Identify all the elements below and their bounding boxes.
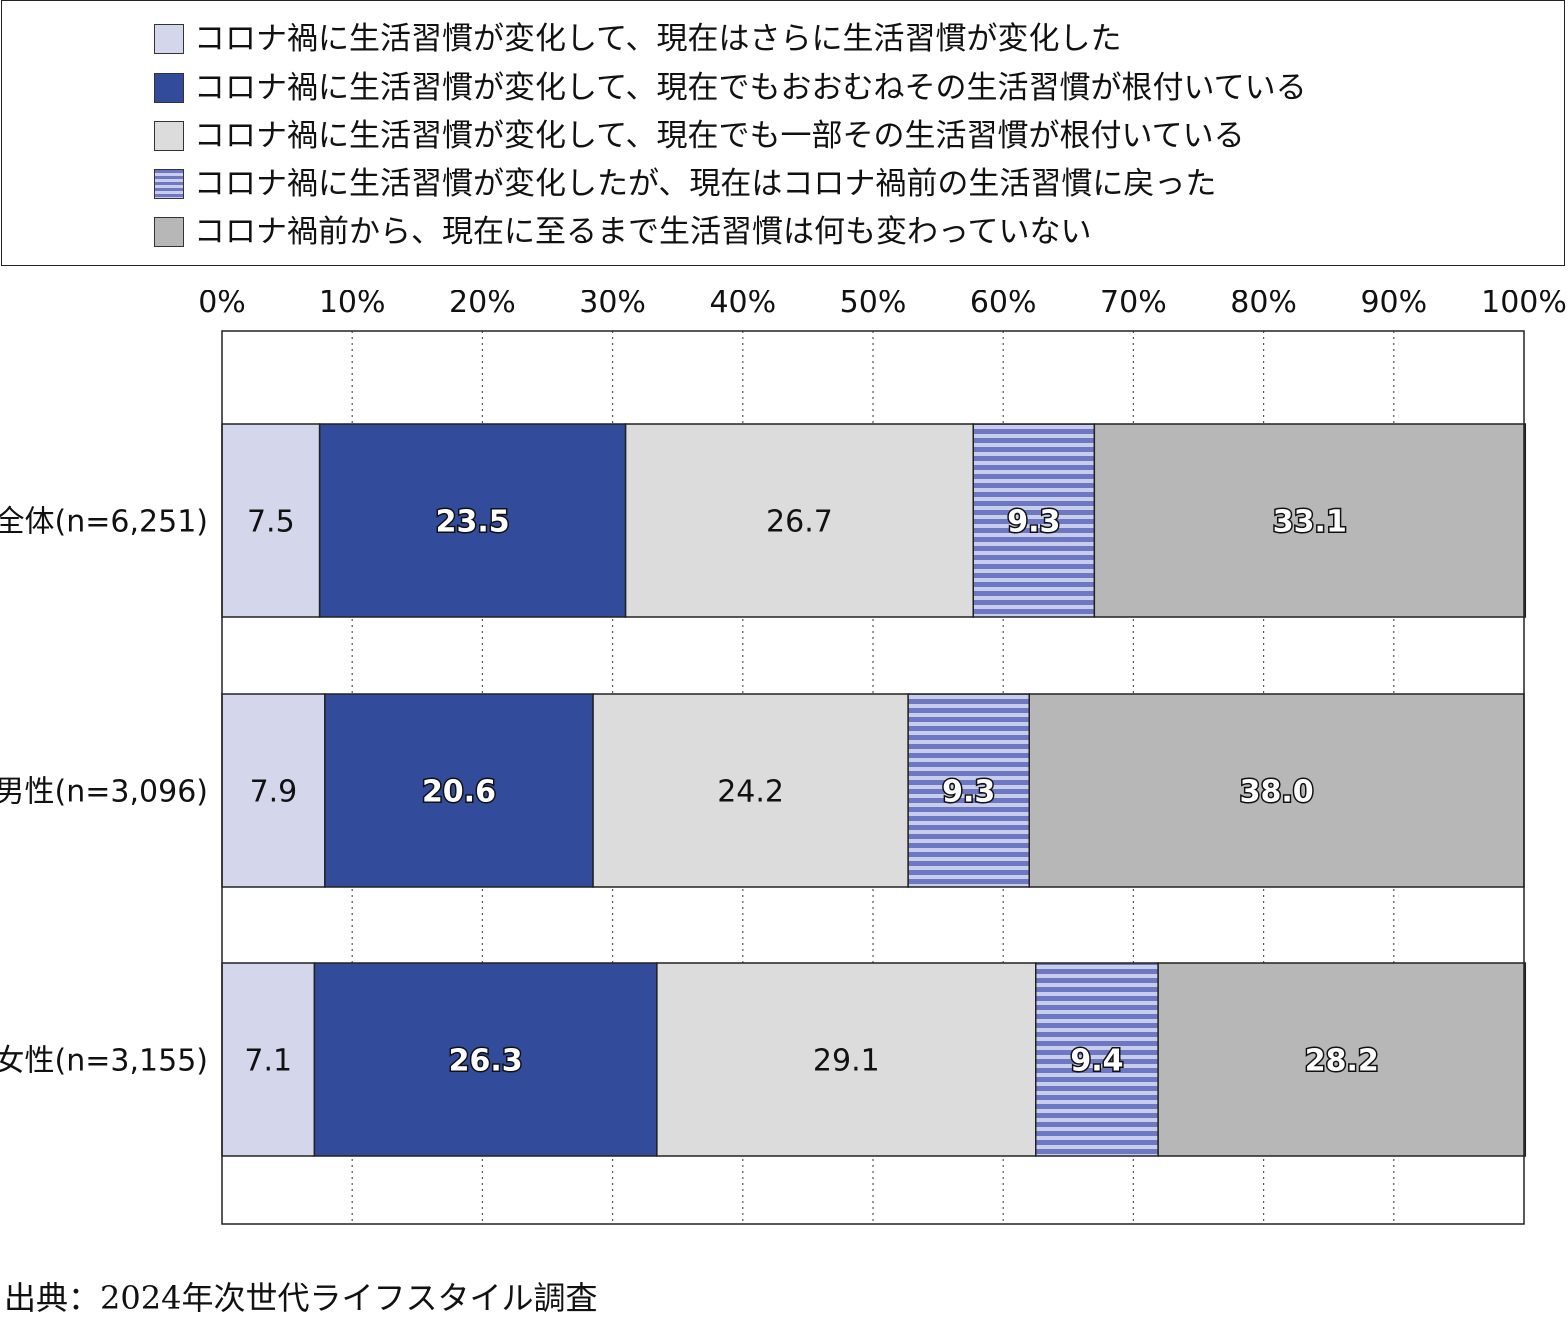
legend-item-1: コロナ禍に生活習慣が変化して、現在はさらに生活習慣が変化した	[154, 19, 1122, 59]
legend-label-5: コロナ禍前から、現在に至るまで生活習慣は何も変わっていない	[194, 214, 1092, 250]
data-label: 20.6	[422, 775, 496, 810]
source-note: 出典：2024年次世代ライフスタイル調査	[4, 1279, 598, 1317]
data-label: 24.2	[717, 775, 784, 810]
bar-segment	[1157, 962, 1527, 1157]
legend-item-4: コロナ禍に生活習慣が変化したが、現在はコロナ禍前の生活習慣に戻った	[154, 164, 1216, 204]
x-tick-label: 60%	[970, 290, 1037, 320]
bar-segment	[972, 423, 1096, 618]
data-label: 26.3	[449, 1044, 523, 1079]
legend-swatch-1	[154, 24, 184, 54]
bar-segment	[624, 423, 975, 618]
data-label: 9.3	[1007, 505, 1060, 540]
bar-segment	[656, 962, 1037, 1157]
legend-label-1: コロナ禍に生活習慣が変化して、現在はさらに生活習慣が変化した	[194, 21, 1122, 57]
data-label: 26.7	[766, 505, 833, 540]
bar-segment	[221, 423, 321, 618]
bar-segment	[221, 693, 326, 888]
bar-segment	[907, 693, 1030, 888]
stacked-bar-chart: 0% 10% 20% 30% 40% 50% 60% 70% 80% 90% 100% 7.5 23.5…	[0, 290, 1567, 1225]
bar-segment	[1035, 962, 1159, 1157]
chart-legend: コロナ禍に生活習慣が変化して、現在はさらに生活習慣が変化した コロナ禍に生活習慣…	[1, 0, 1565, 266]
legend-label-3: コロナ禍に生活習慣が変化して、現在でも一部その生活習慣が根付いている	[194, 118, 1245, 154]
x-tick-label: 50%	[840, 290, 907, 320]
plot-border	[221, 330, 1525, 1225]
legend-swatch-2	[154, 73, 184, 103]
data-label: 9.4	[1070, 1044, 1123, 1079]
bar-segment	[324, 693, 594, 888]
x-tick-label: 30%	[579, 290, 646, 320]
data-label: 29.1	[813, 1044, 880, 1079]
data-label: 23.5	[436, 505, 510, 540]
data-label: 38.0	[1240, 775, 1314, 810]
bar-segment	[313, 962, 658, 1157]
x-tick-label: 100%	[1481, 290, 1567, 320]
category-label: 男性(n=3,096)	[0, 775, 208, 810]
legend-swatch-5	[154, 217, 184, 247]
bar-segment	[221, 962, 316, 1157]
category-label: 女性(n=3,155)	[0, 1044, 208, 1079]
legend-swatch-4	[154, 169, 184, 199]
data-label: 33.1	[1273, 505, 1347, 540]
bar-segment	[592, 693, 909, 888]
data-label: 7.1	[244, 1044, 292, 1079]
x-tick-label: 70%	[1100, 290, 1167, 320]
legend-label-2: コロナ禍に生活習慣が変化して、現在でもおおむねその生活習慣が根付いている	[194, 70, 1307, 106]
legend-item-3: コロナ禍に生活習慣が変化して、現在でも一部その生活習慣が根付いている	[154, 116, 1245, 156]
x-tick-label: 40%	[709, 290, 776, 320]
category-label: 全体(n=6,251)	[0, 505, 208, 540]
legend-label-4: コロナ禍に生活習慣が変化したが、現在はコロナ禍前の生活習慣に戻った	[194, 166, 1217, 202]
x-tick-label: 10%	[319, 290, 386, 320]
data-label: 7.9	[250, 775, 298, 810]
bar-segment	[1028, 693, 1525, 888]
x-tick-label: 20%	[449, 290, 516, 320]
legend-item-2: コロナ禍に生活習慣が変化して、現在でもおおむねその生活習慣が根付いている	[154, 68, 1307, 108]
data-label: 9.3	[942, 775, 995, 810]
legend-swatch-3	[154, 121, 184, 151]
x-tick-label: 90%	[1360, 290, 1427, 320]
bar-segment	[1093, 423, 1527, 618]
legend-item-5: コロナ禍前から、現在に至るまで生活習慣は何も変わっていない	[154, 212, 1091, 252]
data-label: 7.5	[247, 505, 295, 540]
data-label: 28.2	[1305, 1044, 1379, 1079]
x-tick-label: 0%	[198, 290, 246, 320]
x-tick-label: 80%	[1230, 290, 1297, 320]
